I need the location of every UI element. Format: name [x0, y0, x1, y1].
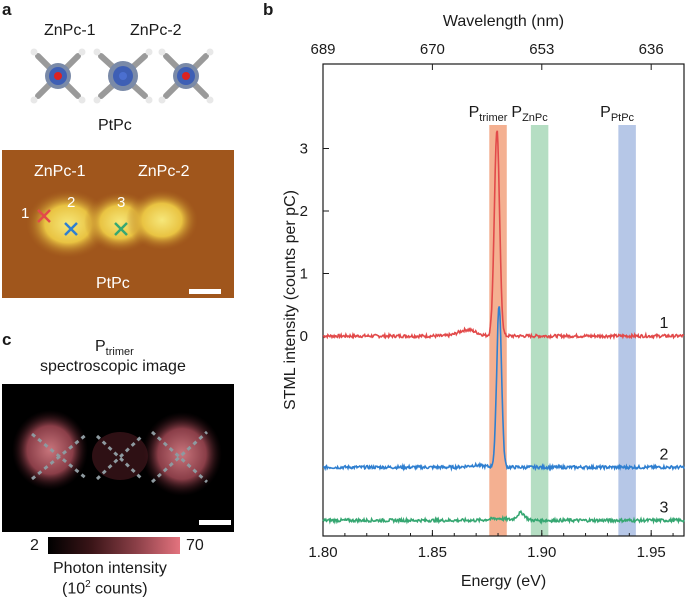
panel-c-title-line2: spectroscopic image	[40, 358, 186, 375]
model-label-znpc2: ZnPc-2	[130, 22, 182, 39]
spectroscopic-image	[2, 384, 234, 532]
band-label-znpc: PZnPc	[511, 104, 548, 124]
series-2-line	[322, 306, 685, 472]
x-tick-label-1.85: 1.85	[418, 544, 447, 561]
series-label-3: 3	[660, 499, 669, 516]
model-label-ptpc: PtPc	[98, 117, 132, 134]
panel-c-title-sub: trimer	[105, 346, 134, 359]
marker-label-2: 2	[67, 194, 76, 211]
top-tick-label-670: 670	[420, 41, 445, 58]
band-ptpc	[618, 125, 636, 536]
top-tick-label-689: 689	[310, 41, 335, 58]
y-axis-label: STML intensity (counts per pC)	[282, 190, 299, 410]
band-label-ptpc: PPtPc	[600, 104, 634, 124]
colorbar-label-post: counts)	[90, 580, 148, 598]
x-axis-label: Energy (eV)	[461, 573, 546, 590]
series-label-2: 2	[660, 446, 669, 463]
band-label-trimer: Ptrimer	[469, 104, 508, 124]
stm-label-ptpc: PtPc	[96, 275, 130, 292]
y-tick-label-2: 2	[300, 203, 308, 220]
plot-frame	[322, 63, 685, 537]
top-tick-label-653: 653	[529, 41, 554, 58]
panel-c-title-main: P	[95, 338, 106, 355]
marker-label-1: 1	[21, 205, 30, 222]
panel-letter-a: a	[2, 0, 12, 19]
panel-letter-c: c	[2, 330, 12, 349]
x-tick-label-1.90: 1.90	[527, 544, 556, 561]
panel-letter-b: b	[263, 0, 274, 19]
band-znpc	[530, 125, 549, 536]
panel-c-title: Ptrimer	[95, 338, 134, 358]
colorbar-min: 2	[30, 537, 39, 554]
model-label-znpc1: ZnPc-1	[44, 22, 96, 39]
y-tick-label-1: 1	[300, 266, 308, 283]
x-tick-label-1.80: 1.80	[308, 544, 337, 561]
stm-topography-image	[2, 150, 234, 298]
marker-label-3: 3	[117, 194, 126, 211]
colorbar-label-line2: (102 counts)	[62, 579, 148, 598]
series-3-line	[322, 509, 685, 525]
marker-1-cross	[37, 209, 51, 223]
colorbar-label-sup: 2	[85, 579, 91, 590]
top-tick-label-636: 636	[639, 41, 664, 58]
colorbar-max: 70	[186, 537, 204, 554]
colorbar-label-line1: Photon intensity	[53, 560, 167, 577]
stm-label-znpc1: ZnPc-1	[34, 163, 86, 180]
marker-3-cross	[114, 222, 128, 236]
colorbar	[48, 537, 180, 554]
series-label-1: 1	[660, 315, 669, 332]
series-1-line	[322, 130, 685, 341]
top-axis-label: Wavelength (nm)	[443, 13, 564, 30]
molecular-model-image	[30, 48, 214, 104]
marker-2-cross	[64, 222, 78, 236]
stm-label-znpc2: ZnPc-2	[138, 163, 190, 180]
colorbar-label-pre: (10	[62, 580, 86, 598]
y-tick-label-3: 3	[300, 141, 308, 158]
stm-markers-overlay	[37, 209, 128, 236]
x-tick-label-1.95: 1.95	[637, 544, 666, 561]
y-tick-label-0: 0	[300, 328, 308, 345]
